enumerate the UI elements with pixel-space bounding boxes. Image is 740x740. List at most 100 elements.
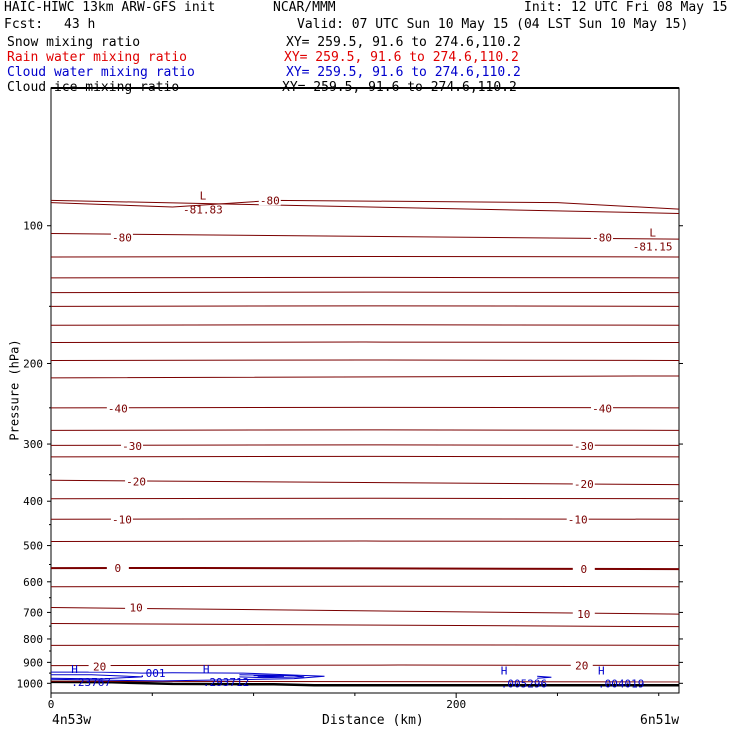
y-tick-label: 100 <box>23 220 43 233</box>
y-tick-label: 1000 <box>17 677 44 690</box>
low-level-contour-line <box>50 680 680 683</box>
temperature-contour-label: 0 <box>115 562 122 575</box>
x-tick-label: 0 <box>48 698 55 711</box>
temperature-contour-label: -10 <box>568 513 588 526</box>
temperature-contour-line <box>50 497 680 500</box>
temperature-contour-label: -10 <box>112 513 132 526</box>
contour-label-background <box>110 231 133 243</box>
cloud-contour-label: .001 <box>139 667 166 680</box>
temperature-contour-label: 20 <box>93 661 106 674</box>
temperature-contour-line <box>50 406 680 409</box>
y-tick-label: 800 <box>23 633 43 646</box>
temperature-contour-label: 20 <box>575 659 588 672</box>
cloud-water-contour <box>537 675 552 679</box>
contour-label-background <box>106 562 129 574</box>
contour-label-background <box>572 440 595 452</box>
temperature-contour-label: -40 <box>108 403 128 416</box>
model-title: HAIC-HIWC 13km ARW-GFS init <box>4 0 216 15</box>
organization: NCAR/MMM <box>273 0 336 15</box>
y-tick-label: 400 <box>23 495 43 508</box>
temperature-contour-label: -80 <box>112 231 132 244</box>
temperature-contour-line <box>50 255 680 258</box>
y-tick-label: 900 <box>23 656 43 669</box>
temperature-contour-line <box>50 305 680 307</box>
y-tick-label: 500 <box>23 540 43 553</box>
temperature-contour-line <box>50 644 680 646</box>
init-time: Init: 12 UTC Fri 08 May 15 <box>524 0 728 15</box>
low-center-marker: L <box>200 189 207 202</box>
y-tick-label: 700 <box>23 606 43 619</box>
contour-label-background <box>88 660 111 672</box>
temperature-contour-line <box>50 359 680 361</box>
contour-label-background <box>258 194 281 206</box>
cloud-water-contour <box>253 675 284 678</box>
low-center-value: -81.15 <box>633 240 673 253</box>
temperature-contour-line <box>50 455 680 458</box>
x-tick-label: 200 <box>446 698 466 711</box>
y-tick-label: 200 <box>23 357 43 370</box>
temperature-contour-line <box>50 518 680 520</box>
high-center-marker: H <box>203 663 210 676</box>
temperature-contour-line <box>50 291 680 294</box>
low-center-marker: L <box>649 226 656 239</box>
terrain-surface-line <box>50 680 679 687</box>
low-center-value: -81.83 <box>183 203 223 216</box>
y-tick-label: 600 <box>23 576 43 589</box>
temperature-contour-line <box>50 276 680 279</box>
high-center-value: .005296 <box>501 677 547 690</box>
temperature-contour-line <box>50 622 680 628</box>
temperature-contour-label: -30 <box>122 440 142 453</box>
high-center-marker: H <box>501 664 508 677</box>
contour-label-background <box>570 659 593 671</box>
cloud-water-contour <box>50 671 325 682</box>
temperature-contour-label: -30 <box>574 440 594 453</box>
field-rain-xy: XY= 259.5, 91.6 to 274.6,110.2 <box>284 50 519 65</box>
y-tick-label: 300 <box>23 438 43 451</box>
contour-label-background <box>591 402 614 414</box>
temperature-contour-line <box>50 233 680 240</box>
contour-label-background <box>572 563 595 575</box>
temperature-contour-label: 10 <box>129 602 142 615</box>
temperature-contour-label: 0 <box>580 563 587 576</box>
temperature-contour-label: -80 <box>260 194 280 207</box>
x-axis-label: Distance (km) <box>322 713 424 728</box>
contour-label-background <box>125 601 148 613</box>
contour-label-background <box>125 475 148 487</box>
temperature-contour-line <box>50 429 680 431</box>
temperature-contour-label: -20 <box>574 478 594 491</box>
cloud-water-contour <box>50 674 143 680</box>
y-axis-label: Pressure (hPa) <box>7 339 22 441</box>
temperature-contour-line <box>50 341 680 344</box>
field-snow-label: Snow mixing ratio <box>7 35 141 50</box>
contour-label-background <box>121 440 144 452</box>
high-center-value: .293712 <box>203 676 249 689</box>
temperature-contour-line <box>50 324 680 326</box>
field-rain-label: Rain water mixing ratio <box>7 50 188 65</box>
temperature-contour-line <box>50 199 680 210</box>
contour-label-background <box>572 478 595 490</box>
high-center-value: .23767 <box>71 676 111 689</box>
temperature-contour-line <box>50 540 680 543</box>
temperature-contour-label: -20 <box>126 475 146 488</box>
temperature-contour-line <box>50 375 680 379</box>
temperature-contour-label: -40 <box>592 403 612 416</box>
valid-time: Valid: 07 UTC Sun 10 May 15 (04 LST Sun … <box>297 17 689 32</box>
right-endpoint-label: 6n51w <box>640 713 680 728</box>
contour-label-background <box>106 402 129 414</box>
high-center-value: .004019 <box>598 677 644 690</box>
field-cloud-water-xy: XY= 259.5, 91.6 to 274.6,110.2 <box>286 65 521 80</box>
field-cloud-water-label: Cloud water mixing ratio <box>7 65 195 80</box>
cloud-water-contour <box>239 674 305 679</box>
contour-label-background <box>591 231 614 243</box>
contour-label-background <box>110 513 133 525</box>
temperature-contour-label: -80 <box>592 231 612 244</box>
left-endpoint-label: 4n53w <box>52 713 92 728</box>
contour-label-background <box>566 513 589 525</box>
temperature-contour-line <box>50 199 680 214</box>
contour-label-background <box>572 608 595 620</box>
forecast-hours: 43 h <box>64 17 96 32</box>
high-center-marker: H <box>598 664 605 677</box>
high-center-marker: H <box>71 663 78 676</box>
